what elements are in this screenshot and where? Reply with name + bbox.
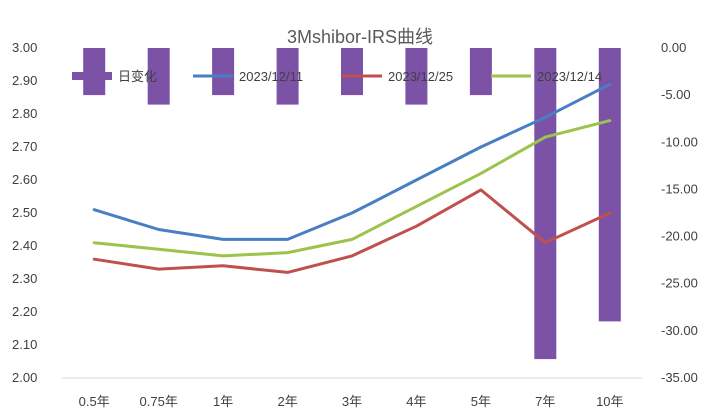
y-tick-label: 2.40 <box>12 238 37 253</box>
y2-tick-label: -5.00 <box>661 87 691 102</box>
x-tick-label: 1年 <box>213 394 233 409</box>
y2-tick-label: -10.00 <box>661 134 698 149</box>
y-tick-label: 2.60 <box>12 172 37 187</box>
y-tick-label: 2.20 <box>12 304 37 319</box>
x-tick-label: 0.75年 <box>140 394 178 409</box>
x-tick-label: 4年 <box>406 394 426 409</box>
bar-daily-change <box>405 48 428 105</box>
x-tick-label: 7年 <box>535 394 555 409</box>
y-tick-label: 2.80 <box>12 106 37 121</box>
bar-daily-change <box>276 48 299 105</box>
y2-tick-label: 0.00 <box>661 40 686 55</box>
legend-label: 2023/12/25 <box>388 69 453 84</box>
y-tick-label: 2.30 <box>12 271 37 286</box>
x-tick-label: 5年 <box>471 394 491 409</box>
x-tick-label: 10年 <box>596 394 623 409</box>
chart-title: 3Mshibor-IRS曲线 <box>287 27 433 47</box>
series-line-2023-12-25 <box>92 188 612 274</box>
x-tick-label: 0.5年 <box>79 394 110 409</box>
y-tick-label: 3.00 <box>12 40 37 55</box>
y2-tick-label: -15.00 <box>661 181 698 196</box>
y-tick-label: 2.70 <box>12 139 37 154</box>
x-tick-label: 3年 <box>342 394 362 409</box>
y-tick-label: 2.50 <box>12 205 37 220</box>
y-tick-label: 2.10 <box>12 337 37 352</box>
bar-daily-change <box>147 48 170 105</box>
bar-daily-change <box>534 48 557 360</box>
y2-tick-label: -25.00 <box>661 276 698 291</box>
x-tick-label: 2年 <box>277 394 297 409</box>
bar-daily-change <box>212 48 235 96</box>
bar-daily-change <box>341 48 363 96</box>
y2-tick-label: -30.00 <box>661 323 698 338</box>
bar-daily-change <box>83 48 106 96</box>
bar-daily-change <box>469 48 492 96</box>
series-line-2023-12-11 <box>92 82 612 241</box>
legend-label: 2023/12/14 <box>537 69 602 84</box>
legend-label: 2023/12/11 <box>239 69 303 84</box>
y-tick-label: 2.00 <box>12 370 37 385</box>
y2-tick-label: -35.00 <box>661 370 698 385</box>
legend-label: 日变化 <box>118 69 157 84</box>
y-tick-label: 2.90 <box>12 73 37 88</box>
series-line-2023-12-14 <box>92 119 612 258</box>
bar-daily-change <box>598 48 621 322</box>
y2-tick-label: -20.00 <box>661 229 698 244</box>
legend-swatch <box>72 72 112 80</box>
